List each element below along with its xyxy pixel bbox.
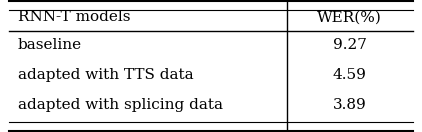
Text: RNN-T models: RNN-T models	[18, 10, 130, 24]
Text: adapted with splicing data: adapted with splicing data	[18, 98, 222, 112]
Text: 9.27: 9.27	[333, 38, 367, 52]
Text: adapted with TTS data: adapted with TTS data	[18, 68, 193, 82]
Text: WER(%): WER(%)	[317, 10, 382, 24]
Text: 3.89: 3.89	[333, 98, 367, 112]
Text: baseline: baseline	[18, 38, 81, 52]
Text: 4.59: 4.59	[333, 68, 367, 82]
